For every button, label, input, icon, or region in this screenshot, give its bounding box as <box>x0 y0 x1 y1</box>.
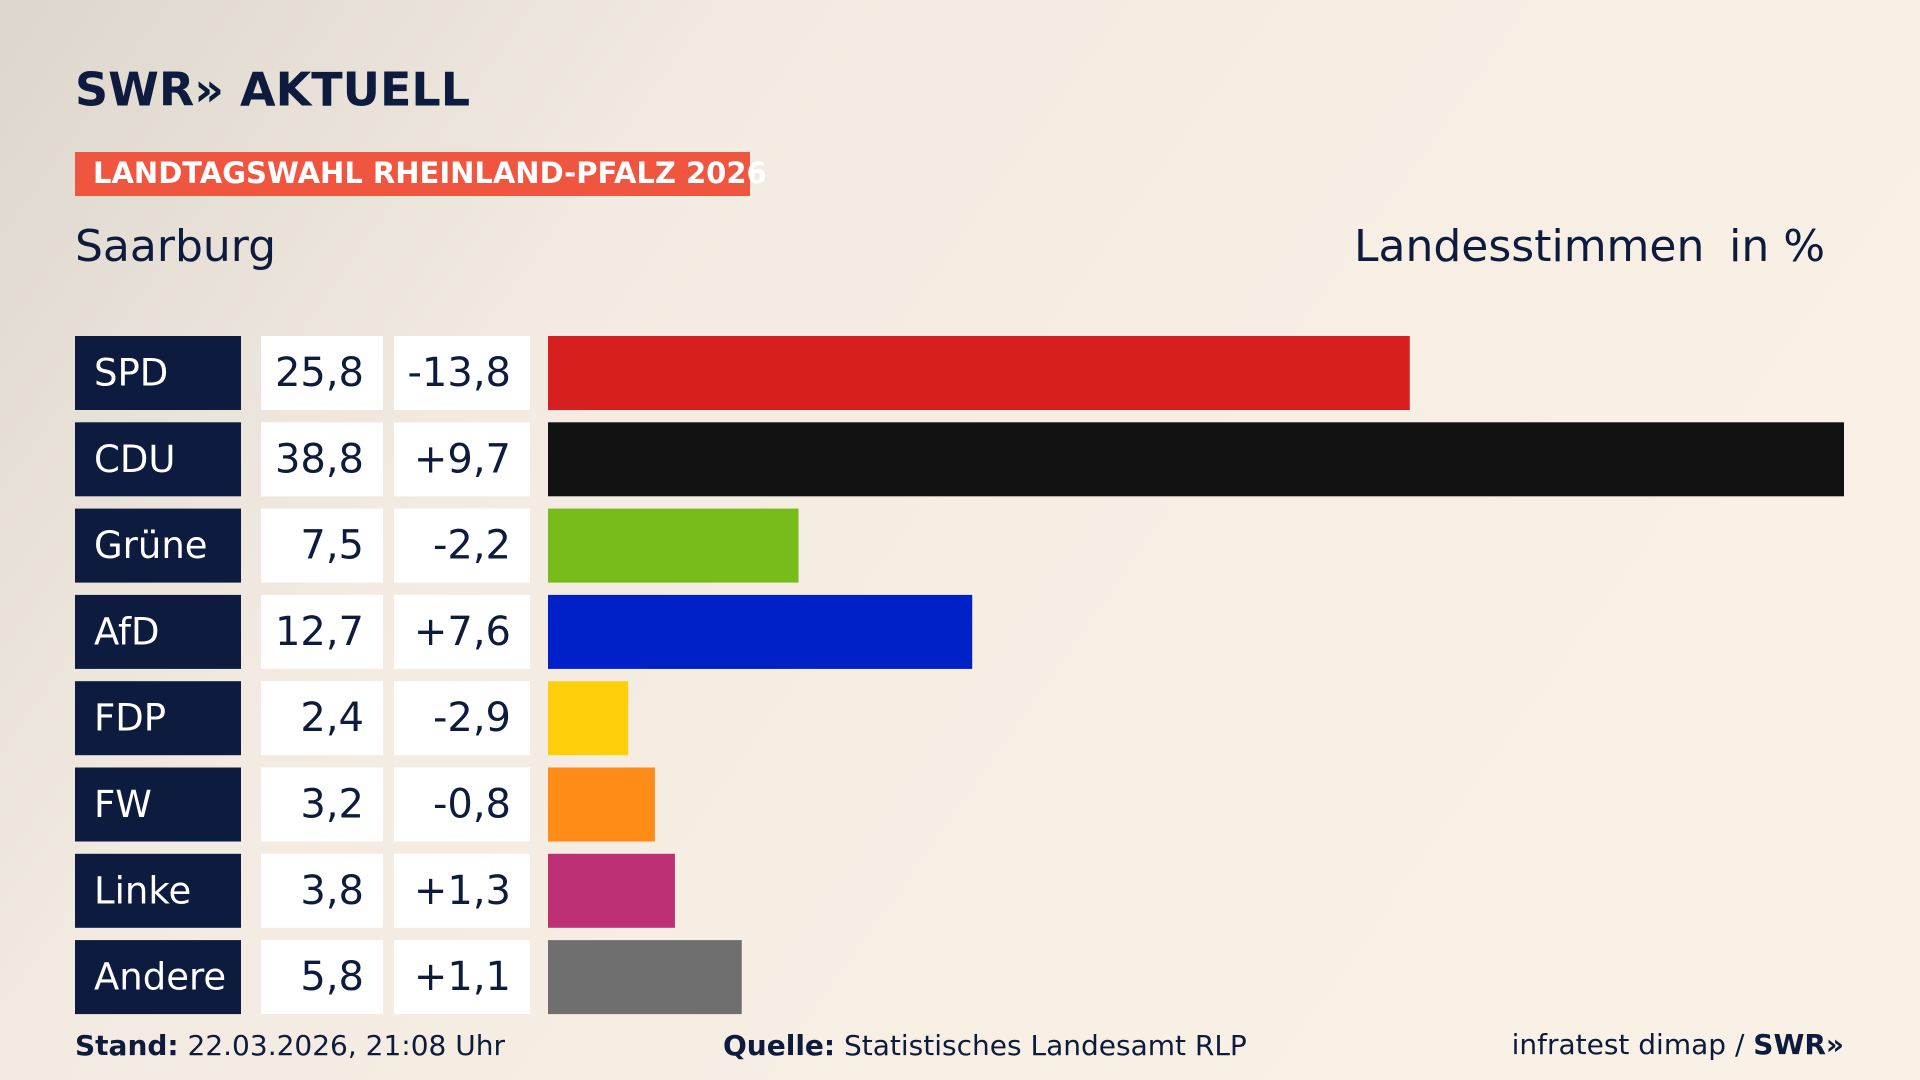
change-label: +7,6 <box>414 609 511 655</box>
bar <box>548 422 1844 497</box>
change-label: -2,2 <box>433 523 511 569</box>
source-label: Quelle: <box>723 1029 835 1062</box>
change-label: +1,1 <box>414 954 511 1000</box>
value-box <box>261 853 383 928</box>
value-box <box>261 681 383 756</box>
label-box <box>75 853 241 928</box>
value-label: 2,4 <box>300 695 364 741</box>
value-label: 5,8 <box>300 954 364 1000</box>
value-label: 25,8 <box>275 350 364 396</box>
change-box <box>394 508 530 583</box>
change-box <box>394 422 530 497</box>
label-box <box>75 940 241 1015</box>
tag-box <box>75 152 750 196</box>
value-box <box>261 336 383 410</box>
label-box <box>75 681 241 756</box>
party-label: CDU <box>94 438 175 481</box>
bar <box>548 940 742 1015</box>
value-label: 3,8 <box>300 868 364 914</box>
logo: SWR» AKTUELL <box>75 63 470 117</box>
bar <box>548 594 973 669</box>
change-box <box>394 940 530 1015</box>
change-label: +9,7 <box>414 436 511 482</box>
value-box <box>261 940 383 1015</box>
value-label: 12,7 <box>275 609 364 655</box>
label-box <box>75 422 241 497</box>
label-box <box>75 508 241 583</box>
label-box <box>75 767 241 842</box>
party-label: FW <box>94 783 152 826</box>
change-label: +1,3 <box>414 868 511 914</box>
label-box <box>75 594 241 669</box>
party-label: Andere <box>94 956 226 999</box>
change-box <box>394 594 530 669</box>
bar <box>548 508 799 583</box>
change-box <box>394 336 530 410</box>
value-heading: Landesstimmen <box>1354 221 1704 272</box>
change-label: -13,8 <box>408 350 512 396</box>
value-box <box>261 767 383 842</box>
stand-label: Stand: <box>75 1029 179 1062</box>
change-box <box>394 767 530 842</box>
value-box <box>261 422 383 497</box>
bar <box>548 767 655 842</box>
change-box <box>394 853 530 928</box>
party-label: FDP <box>94 697 166 740</box>
bar <box>548 336 1410 410</box>
footer-credit: infratest dimap / SWR» <box>1512 1028 1844 1061</box>
tag: LANDTAGSWAHL RHEINLAND-PFALZ 2026 <box>93 156 767 190</box>
stand: 22.03.2026, 21:08 Uhr <box>188 1029 506 1062</box>
footer-source: Quelle: Statistisches Landesamt RLP <box>723 1029 1247 1062</box>
bar <box>548 681 629 756</box>
value-label: 38,8 <box>275 436 364 482</box>
chart-title: Saarburg <box>75 221 276 272</box>
label-box <box>75 336 241 410</box>
value-label: 7,5 <box>300 523 364 569</box>
party-label: Linke <box>94 869 191 912</box>
footer-stand: Stand: 22.03.2026, 21:08 Uhr <box>75 1029 505 1062</box>
bar <box>548 853 675 928</box>
party-label: SPD <box>94 352 168 395</box>
change-label: -2,9 <box>433 695 511 741</box>
value-label: 3,2 <box>300 782 364 828</box>
brand: SWR» <box>1753 1028 1844 1061</box>
unit: in % <box>1729 221 1825 272</box>
source: Statistisches Landesamt RLP <box>844 1029 1247 1062</box>
party-label: AfD <box>94 610 160 653</box>
value-box <box>261 508 383 583</box>
change-box <box>394 681 530 756</box>
value-box <box>261 594 383 669</box>
credit: infratest dimap / <box>1512 1028 1745 1061</box>
change-label: -0,8 <box>433 782 511 828</box>
party-label: Grüne <box>94 524 208 567</box>
